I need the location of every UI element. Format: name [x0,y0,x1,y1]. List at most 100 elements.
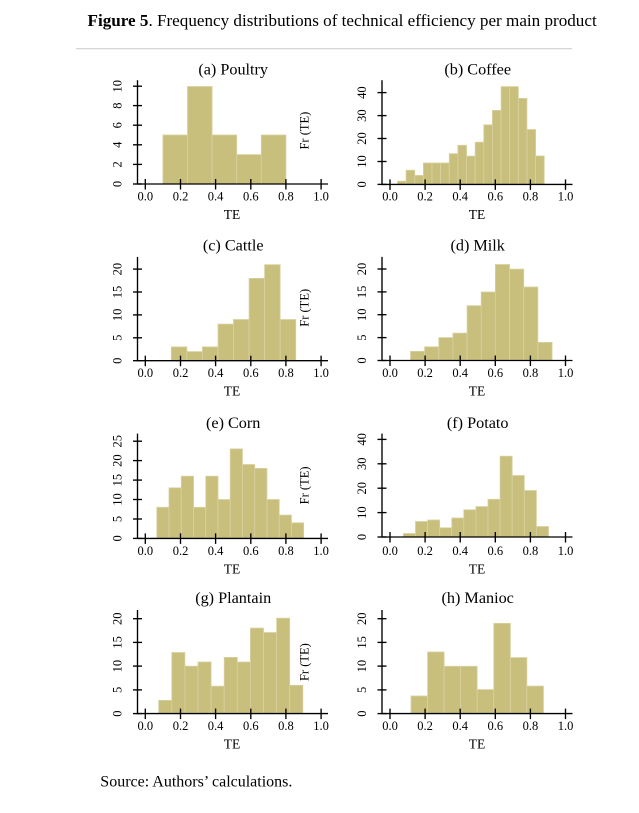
svg-text:15: 15 [355,636,369,649]
svg-text:0.2: 0.2 [417,189,433,203]
svg-text:(h) Manioc: (h) Manioc [442,589,514,607]
svg-text:0.8: 0.8 [523,544,539,558]
svg-text:15: 15 [111,286,125,299]
svg-text:0.0: 0.0 [137,366,153,380]
svg-text:0.6: 0.6 [243,189,259,203]
svg-text:30: 30 [355,458,369,471]
svg-text:0.8: 0.8 [278,189,294,203]
svg-text:(e) Corn: (e) Corn [206,414,260,432]
svg-text:10: 10 [355,155,369,168]
svg-text:TE: TE [224,737,241,752]
svg-text:(b) Coffee: (b) Coffee [444,61,511,79]
svg-text:0.8: 0.8 [523,189,539,203]
svg-text:0.8: 0.8 [278,366,294,380]
svg-text:0.8: 0.8 [278,544,294,558]
svg-text:0.2: 0.2 [417,366,433,380]
svg-text:0.6: 0.6 [487,719,503,733]
svg-text:0.2: 0.2 [173,189,189,203]
svg-text:0.0: 0.0 [137,719,153,733]
svg-text:8: 8 [111,102,125,108]
svg-text:1.0: 1.0 [558,719,574,733]
svg-text:0.4: 0.4 [452,366,468,380]
svg-text:0.8: 0.8 [523,366,539,380]
svg-text:(f) Potato: (f) Potato [447,414,509,432]
svg-text:Fr (TE): Fr (TE) [298,466,312,504]
svg-text:0: 0 [111,358,125,364]
svg-text:10: 10 [355,308,369,321]
svg-text:1.0: 1.0 [558,544,574,558]
svg-text:TE: TE [469,737,486,752]
svg-text:0.6: 0.6 [243,719,259,733]
svg-text:Fr (TE): Fr (TE) [298,289,312,327]
svg-text:40: 40 [355,86,369,99]
svg-text:1.0: 1.0 [313,544,329,558]
svg-text:TE: TE [469,207,486,222]
svg-text:0.2: 0.2 [173,719,189,733]
svg-text:TE: TE [224,384,241,399]
svg-text:0.0: 0.0 [137,189,153,203]
svg-text:TE: TE [224,207,241,222]
svg-text:0.6: 0.6 [487,544,503,558]
svg-text:15: 15 [111,636,125,649]
svg-text:20: 20 [111,612,125,625]
svg-text:0: 0 [111,535,125,541]
svg-text:0.0: 0.0 [382,719,398,733]
svg-text:Fr (TE): Fr (TE) [298,643,312,681]
svg-text:0.2: 0.2 [417,719,433,733]
svg-text:15: 15 [355,286,369,299]
svg-text:0.0: 0.0 [382,189,398,203]
svg-text:1.0: 1.0 [313,719,329,733]
svg-text:0.2: 0.2 [173,544,189,558]
svg-text:0.0: 0.0 [137,544,153,558]
svg-text:0: 0 [355,534,369,540]
svg-text:TE: TE [469,384,486,399]
svg-text:Figure 5. Frequency distributi: Figure 5. Frequency distributions of tec… [88,11,597,30]
svg-text:5: 5 [111,687,125,693]
svg-text:0.4: 0.4 [208,366,224,380]
svg-text:4: 4 [111,141,125,148]
svg-text:(a) Poultry: (a) Poultry [198,61,269,79]
svg-text:0.4: 0.4 [208,189,224,203]
svg-text:2: 2 [111,161,125,167]
svg-text:10: 10 [111,80,125,93]
svg-text:1.0: 1.0 [313,366,329,380]
svg-text:0: 0 [355,710,369,716]
svg-text:(g) Plantain: (g) Plantain [195,589,271,607]
svg-text:1.0: 1.0 [558,189,574,203]
svg-text:0.4: 0.4 [452,189,468,203]
svg-text:0.0: 0.0 [382,544,398,558]
svg-text:10: 10 [111,493,125,506]
svg-text:0.2: 0.2 [173,366,189,380]
svg-text:30: 30 [355,109,369,122]
svg-text:Fr (TE): Fr (TE) [298,112,312,150]
svg-text:5: 5 [111,516,125,522]
svg-text:0.6: 0.6 [243,366,259,380]
svg-text:0.4: 0.4 [452,544,468,558]
svg-text:0.8: 0.8 [278,719,294,733]
svg-text:0: 0 [111,710,125,716]
svg-text:5: 5 [111,335,125,341]
svg-text:(c) Cattle: (c) Cattle [203,237,264,255]
svg-text:1.0: 1.0 [313,189,329,203]
svg-text:5: 5 [355,687,369,693]
svg-text:25: 25 [111,435,125,448]
svg-text:0.4: 0.4 [208,544,224,558]
svg-text:20: 20 [111,263,125,276]
svg-text:20: 20 [355,612,369,625]
svg-text:Source: Authors’ calculations.: Source: Authors’ calculations. [100,774,292,791]
svg-text:0: 0 [355,181,369,187]
svg-text:10: 10 [111,309,125,322]
svg-text:20: 20 [111,454,125,467]
svg-text:0.4: 0.4 [452,719,468,733]
svg-text:6: 6 [111,122,125,128]
svg-text:0.6: 0.6 [487,366,503,380]
svg-text:0.0: 0.0 [382,366,398,380]
svg-text:0: 0 [111,181,125,187]
svg-text:10: 10 [355,506,369,519]
svg-text:TE: TE [224,561,241,576]
svg-text:20: 20 [355,263,369,276]
svg-text:TE: TE [469,561,486,576]
svg-text:0: 0 [355,357,369,363]
svg-text:20: 20 [355,482,369,495]
svg-text:0.4: 0.4 [208,719,224,733]
